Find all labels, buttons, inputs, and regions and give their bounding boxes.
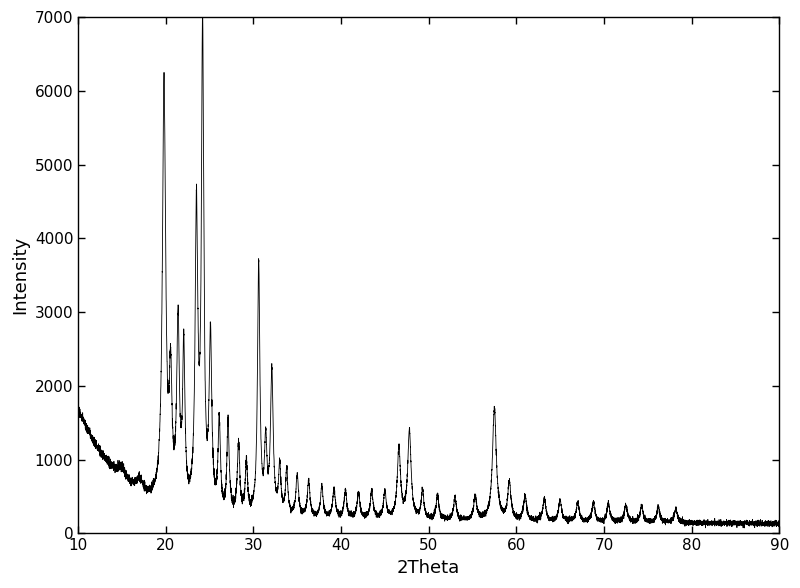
Y-axis label: Intensity: Intensity bbox=[11, 236, 29, 315]
X-axis label: 2Theta: 2Theta bbox=[397, 559, 460, 577]
